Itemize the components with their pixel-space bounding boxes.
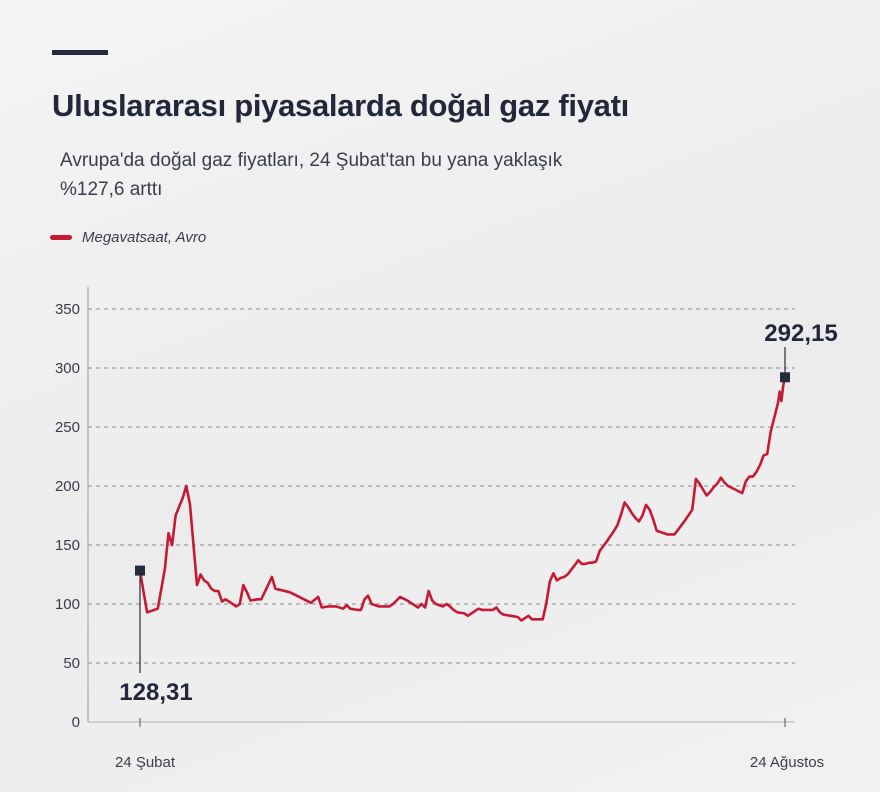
x-tick-label: 24 Şubat — [115, 754, 176, 771]
x-tick-label: 24 Ağustos — [750, 754, 824, 771]
annotation-marker — [135, 565, 145, 576]
y-tick-label: 150 — [55, 537, 80, 554]
x-axis-ticks: 24 Şubat 24 Ağustos — [115, 718, 824, 771]
title-accent-bar — [52, 50, 108, 55]
annotations: 128,31 292,15 — [119, 320, 837, 706]
annotation-label: 292,15 — [764, 320, 837, 347]
legend-label: Megavatsaat, Avro — [82, 229, 207, 246]
legend: Megavatsaat, Avro — [50, 229, 206, 246]
y-axis-ticks: 0 50 100 150 200 250 300 350 — [55, 301, 80, 731]
legend-swatch — [50, 235, 72, 240]
series-layer — [138, 376, 787, 622]
grid-lines — [88, 308, 795, 723]
y-tick-label: 100 — [55, 596, 80, 613]
series-line-0 — [138, 376, 787, 622]
y-tick-label: 50 — [63, 655, 80, 672]
y-tick-label: 300 — [55, 360, 80, 377]
y-tick-label: 200 — [55, 478, 80, 495]
y-tick-label: 0 — [72, 714, 80, 731]
chart-title: Uluslararası piyasalarda doğal gaz fiyat… — [52, 88, 629, 123]
y-tick-label: 350 — [55, 301, 80, 318]
chart-subtitle: Avrupa'da doğal gaz fiyatları, 24 Şubat'… — [60, 150, 563, 200]
y-tick-label: 250 — [55, 419, 80, 436]
annotation-marker — [780, 372, 790, 383]
annotation-label: 128,31 — [119, 679, 192, 706]
